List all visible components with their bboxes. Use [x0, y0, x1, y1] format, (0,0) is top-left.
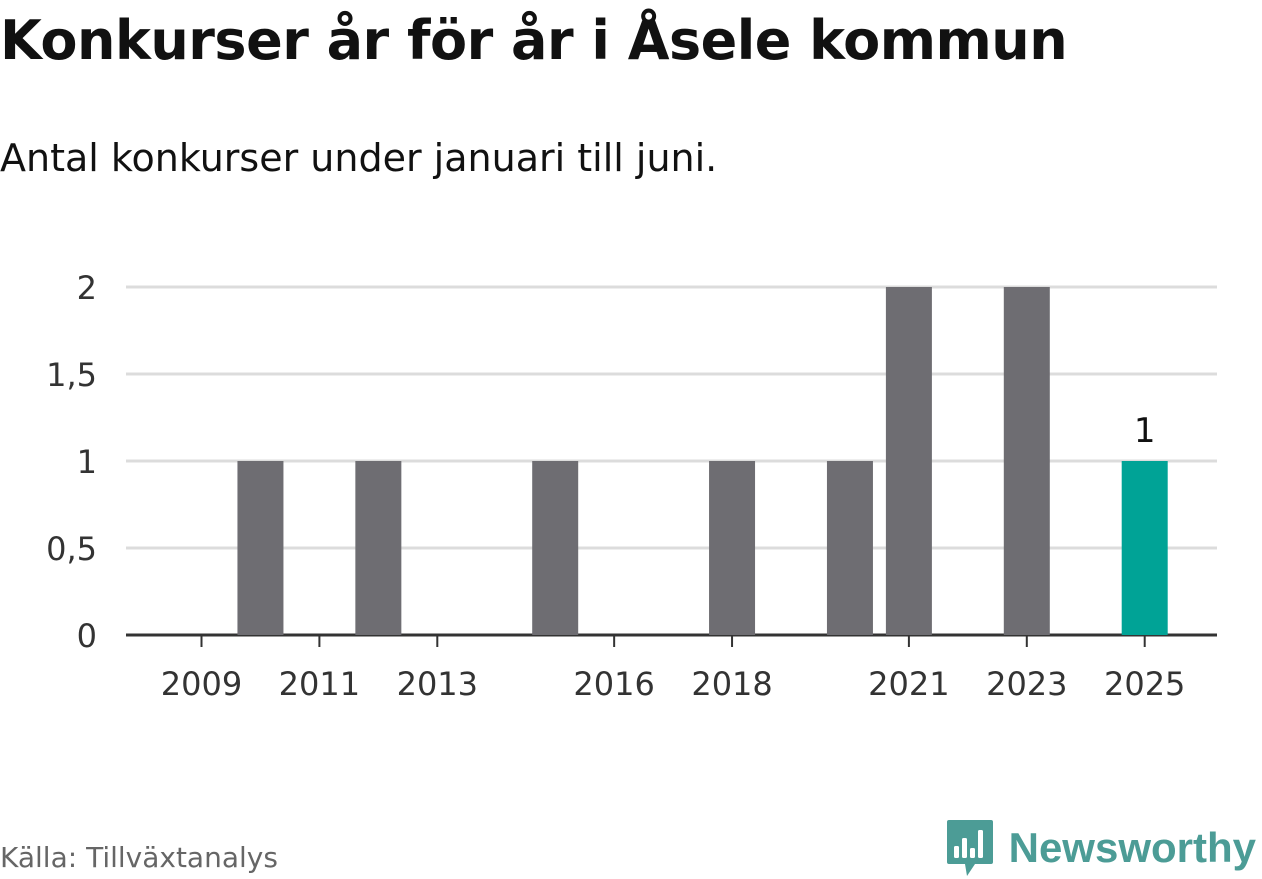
x-axis-labels: 2009 2011 2013 2016 2018 2021 2023 2025: [161, 665, 1186, 703]
bar: [532, 461, 579, 635]
bar: [237, 461, 284, 635]
chart-subtitle: Antal konkurser under januari till juni.: [0, 136, 718, 180]
x-tick-label: 2016: [573, 665, 654, 703]
bar: [709, 461, 756, 635]
x-tick-label: 2021: [868, 665, 949, 703]
y-tick-label: 1: [77, 443, 97, 481]
x-tick-label: 2018: [691, 665, 772, 703]
x-tick-label: 2023: [986, 665, 1067, 703]
y-tick-label: 2: [77, 269, 97, 307]
bar: [885, 287, 932, 635]
bar: [1121, 461, 1168, 635]
annotations: 1: [1134, 411, 1156, 451]
x-axis-ticks: [200, 635, 1146, 647]
x-tick-label: 2025: [1104, 665, 1185, 703]
brand-logo: Newsworthy: [945, 818, 1256, 878]
bar: [826, 461, 873, 635]
x-tick-label: 2009: [161, 665, 242, 703]
data-label: 1: [1134, 411, 1156, 451]
y-axis-labels: 0 0,5 1 1,5 2: [46, 269, 97, 655]
bars: [237, 287, 1168, 635]
y-tick-label: 1,5: [46, 356, 97, 394]
bar: [355, 461, 402, 635]
chart-title: Konkurser år för år i Åsele kommun: [0, 9, 1068, 72]
gridlines: [126, 285, 1217, 637]
y-tick-label: 0: [77, 617, 97, 655]
newsworthy-logo-icon: [946, 820, 993, 876]
y-tick-label: 0,5: [46, 530, 97, 568]
brand-name: Newsworthy: [1008, 824, 1256, 871]
x-tick-label: 2013: [397, 665, 478, 703]
bar: [1003, 287, 1050, 635]
source-note: Källa: Tillväxtanalys: [0, 841, 278, 874]
x-tick-label: 2011: [279, 665, 360, 703]
